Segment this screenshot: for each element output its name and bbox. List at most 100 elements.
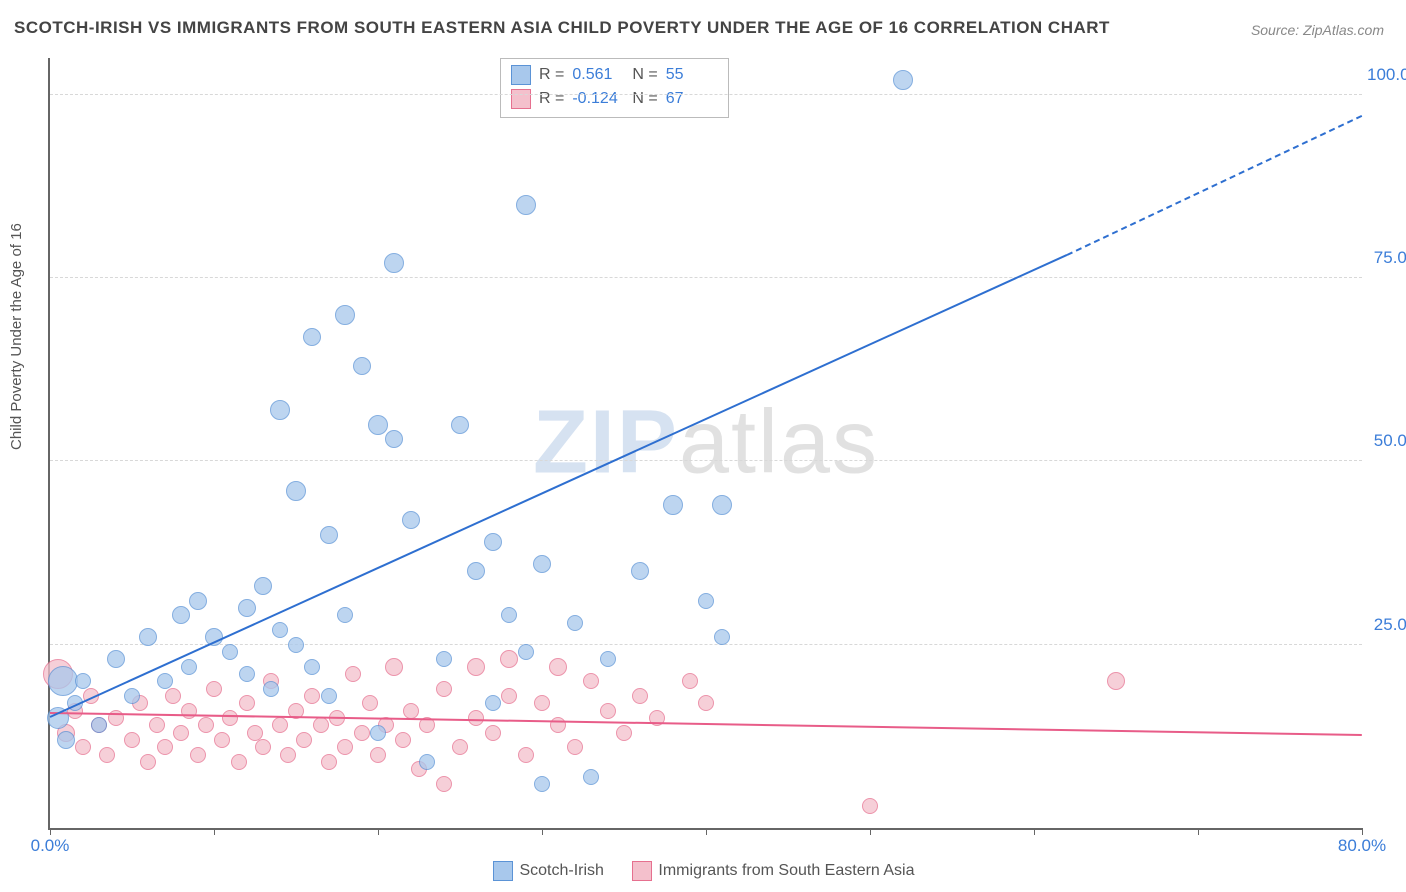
scatter-point-blue: [270, 400, 290, 420]
gridline: [50, 277, 1362, 278]
scatter-point-pink: [616, 725, 632, 741]
x-tick: [378, 828, 379, 835]
scatter-point-pink: [370, 747, 386, 763]
scatter-point-pink: [222, 710, 238, 726]
scatter-point-blue: [714, 629, 730, 645]
r-value-pink: -0.124: [572, 87, 624, 111]
scatter-point-pink: [549, 658, 567, 676]
scatter-point-pink: [239, 695, 255, 711]
scatter-point-pink: [124, 732, 140, 748]
legend-label-pink: Immigrants from South Eastern Asia: [658, 862, 914, 880]
scatter-point-blue: [75, 673, 91, 689]
scatter-point-blue: [238, 599, 256, 617]
scatter-point-blue: [189, 592, 207, 610]
scatter-point-blue: [419, 754, 435, 770]
x-tick-label: 80.0%: [1338, 836, 1386, 856]
stats-box: R = 0.561 N = 55 R = -0.124 N = 67: [500, 58, 729, 118]
scatter-point-blue: [303, 328, 321, 346]
gridline: [50, 460, 1362, 461]
scatter-point-blue: [91, 717, 107, 733]
n-value-blue: 55: [666, 63, 718, 87]
chart-title: SCOTCH-IRISH VS IMMIGRANTS FROM SOUTH EA…: [14, 18, 1110, 38]
scatter-point-blue: [534, 776, 550, 792]
swatch-pink: [511, 89, 531, 109]
scatter-point-pink: [247, 725, 263, 741]
source-label: Source: ZipAtlas.com: [1251, 22, 1384, 38]
scatter-point-blue: [107, 650, 125, 668]
scatter-point-blue: [288, 637, 304, 653]
scatter-point-blue: [172, 606, 190, 624]
x-tick: [214, 828, 215, 835]
scatter-point-blue: [516, 195, 536, 215]
scatter-point-pink: [385, 658, 403, 676]
y-tick-label: 25.0%: [1367, 615, 1406, 635]
x-tick: [870, 828, 871, 835]
scatter-point-pink: [280, 747, 296, 763]
scatter-point-pink: [632, 688, 648, 704]
scatter-point-blue: [370, 725, 386, 741]
scatter-point-pink: [313, 717, 329, 733]
scatter-point-blue: [631, 562, 649, 580]
scatter-point-pink: [583, 673, 599, 689]
gridline: [50, 644, 1362, 645]
scatter-point-pink: [518, 747, 534, 763]
scatter-point-pink: [501, 688, 517, 704]
scatter-point-pink: [362, 695, 378, 711]
scatter-point-blue: [222, 644, 238, 660]
scatter-point-pink: [99, 747, 115, 763]
scatter-point-blue: [712, 495, 732, 515]
scatter-point-pink: [698, 695, 714, 711]
scatter-point-pink: [395, 732, 411, 748]
y-tick-label: 75.0%: [1367, 248, 1406, 268]
scatter-point-blue: [48, 666, 78, 696]
scatter-point-pink: [1107, 672, 1125, 690]
scatter-point-pink: [214, 732, 230, 748]
scatter-point-blue: [385, 430, 403, 448]
scatter-point-blue: [533, 555, 551, 573]
stats-row-blue: R = 0.561 N = 55: [511, 63, 718, 87]
scatter-point-pink: [500, 650, 518, 668]
scatter-point-blue: [467, 562, 485, 580]
scatter-point-blue: [272, 622, 288, 638]
scatter-point-blue: [157, 673, 173, 689]
scatter-point-blue: [384, 253, 404, 273]
scatter-point-pink: [452, 739, 468, 755]
x-tick: [50, 828, 51, 835]
scatter-point-pink: [436, 776, 452, 792]
scatter-point-blue: [335, 305, 355, 325]
n-label: N =: [632, 63, 657, 87]
scatter-point-pink: [485, 725, 501, 741]
scatter-point-pink: [403, 703, 419, 719]
legend-item-pink: Immigrants from South Eastern Asia: [632, 861, 914, 881]
scatter-point-pink: [296, 732, 312, 748]
scatter-point-pink: [140, 754, 156, 770]
scatter-point-pink: [157, 739, 173, 755]
scatter-point-pink: [321, 754, 337, 770]
legend-item-blue: Scotch-Irish: [493, 861, 603, 881]
x-tick: [706, 828, 707, 835]
scatter-point-blue: [698, 593, 714, 609]
scatter-point-pink: [567, 739, 583, 755]
scatter-point-blue: [485, 695, 501, 711]
scatter-point-blue: [337, 607, 353, 623]
scatter-point-blue: [484, 533, 502, 551]
scatter-point-blue: [567, 615, 583, 631]
scatter-point-pink: [206, 681, 222, 697]
legend-label-blue: Scotch-Irish: [519, 862, 603, 880]
n-label: N =: [632, 87, 657, 111]
n-value-pink: 67: [666, 87, 718, 111]
scatter-point-pink: [468, 710, 484, 726]
scatter-point-blue: [518, 644, 534, 660]
y-axis-label: Child Poverty Under the Age of 16: [8, 223, 25, 450]
legend-swatch-blue: [493, 861, 513, 881]
scatter-point-pink: [272, 717, 288, 733]
scatter-point-blue: [304, 659, 320, 675]
gridline: [50, 94, 1362, 95]
scatter-point-blue: [451, 416, 469, 434]
scatter-point-pink: [354, 725, 370, 741]
scatter-point-pink: [337, 739, 353, 755]
watermark-atlas: atlas: [679, 393, 879, 493]
x-tick: [1362, 828, 1363, 835]
scatter-point-pink: [173, 725, 189, 741]
r-label: R =: [539, 63, 564, 87]
